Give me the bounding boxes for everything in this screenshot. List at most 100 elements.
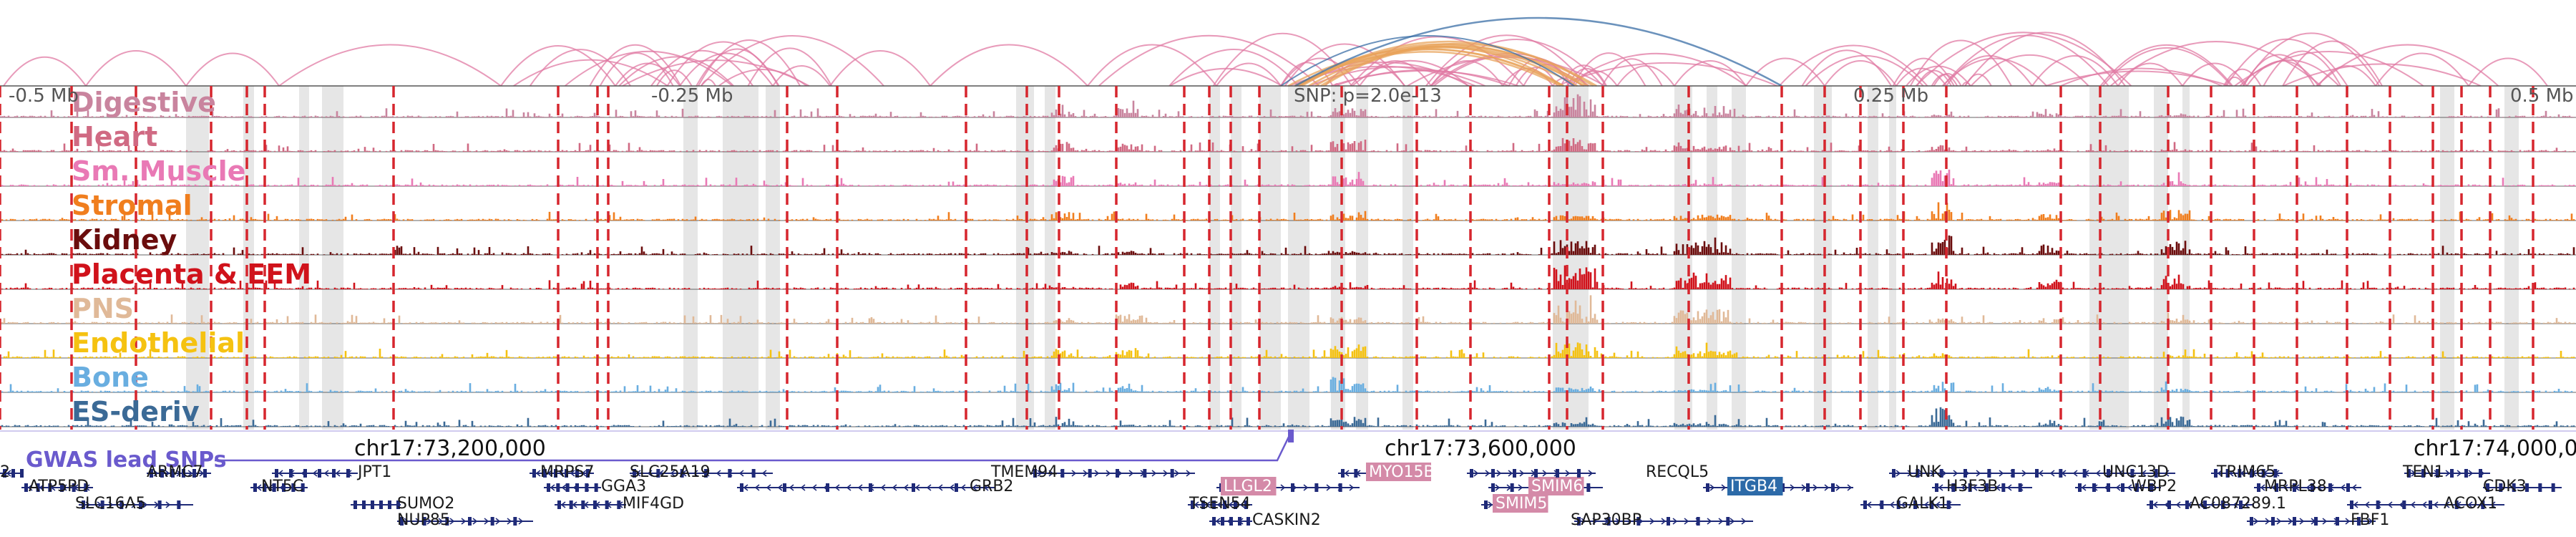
strand-arrows bbox=[550, 484, 590, 491]
gene-exon bbox=[253, 483, 257, 492]
gene-exon bbox=[1246, 517, 1250, 526]
gene-myo15b: MYO15B bbox=[1338, 463, 1435, 481]
shaded-region bbox=[1356, 86, 1368, 430]
gene-exon bbox=[532, 469, 536, 478]
gene-exon bbox=[1510, 483, 1514, 492]
gene-exon bbox=[2150, 500, 2153, 509]
chromatin-loop bbox=[1294, 16, 1782, 87]
gene-exon bbox=[2239, 500, 2243, 509]
gene-exon bbox=[751, 469, 756, 478]
gene-label: SAP30BP bbox=[1571, 511, 1641, 529]
gene-exon bbox=[303, 469, 307, 478]
track-heart bbox=[0, 137, 2576, 153]
gene-exon bbox=[379, 500, 383, 509]
chromatin-loop bbox=[2283, 63, 2482, 87]
gene-label: TRIM65 bbox=[2216, 463, 2275, 481]
gene-unk: UNK bbox=[1889, 463, 2032, 481]
gene-label: ITGB4 bbox=[1730, 478, 1777, 495]
gene-exon bbox=[557, 500, 561, 509]
gene-exon bbox=[740, 483, 743, 492]
chromatin-loop bbox=[564, 50, 733, 87]
gene-exon bbox=[2293, 483, 2296, 492]
chromatin-loop bbox=[1169, 67, 1282, 87]
gene-exon bbox=[2486, 483, 2489, 492]
chromatin-loop bbox=[2234, 51, 2424, 87]
gene-exon bbox=[2350, 500, 2353, 509]
gene-exon bbox=[1513, 469, 1516, 478]
track-endothelial bbox=[0, 342, 2576, 359]
gene-exon bbox=[1314, 483, 1319, 492]
gene-exon bbox=[272, 483, 276, 492]
gene-exon bbox=[1229, 517, 1233, 526]
gene-exon bbox=[60, 483, 64, 492]
shaded-region bbox=[1259, 86, 1281, 430]
chromatin-loop bbox=[1087, 44, 1217, 87]
snp-pointer-line bbox=[215, 430, 1293, 462]
chromatin-loop bbox=[1556, 62, 1778, 87]
gene-exon bbox=[575, 483, 579, 492]
strand-arrows bbox=[2081, 484, 2155, 491]
chromatin-loop bbox=[1943, 34, 2109, 87]
gene-exon bbox=[1987, 469, 1991, 478]
shaded-region bbox=[2100, 86, 2129, 430]
gene-exon bbox=[2311, 483, 2314, 492]
chromatin-loop bbox=[1824, 60, 1897, 87]
chromatin-loop bbox=[599, 52, 674, 87]
gene-exon bbox=[565, 483, 570, 492]
track-kidney bbox=[0, 235, 2576, 256]
gene-exon bbox=[2450, 469, 2454, 478]
gene-exon bbox=[2250, 469, 2253, 478]
gene-label: MIF4GD bbox=[623, 495, 684, 513]
shaded-region bbox=[2440, 86, 2454, 430]
track-digestive bbox=[0, 91, 2576, 118]
chromatin-loop bbox=[1216, 62, 1282, 87]
gene-exon bbox=[3, 469, 6, 478]
chromatin-loop bbox=[1909, 39, 2012, 87]
gene-exon bbox=[362, 500, 366, 509]
gene-exon bbox=[171, 469, 175, 478]
gene-exon bbox=[2059, 469, 2063, 478]
gene-exon bbox=[1534, 469, 1538, 478]
gene-exon bbox=[2538, 483, 2542, 492]
gene-exon bbox=[2271, 517, 2275, 526]
strand-arrows bbox=[1938, 484, 2024, 491]
gene-exon bbox=[593, 500, 597, 509]
gene-exon bbox=[585, 483, 589, 492]
gene-label: ACOX1 bbox=[2444, 495, 2497, 513]
chromatin-loop bbox=[1601, 58, 1663, 87]
gene-exon bbox=[2214, 469, 2218, 478]
shaded-region bbox=[683, 86, 698, 430]
gene-exon bbox=[422, 517, 426, 526]
snp-marker bbox=[1288, 430, 1294, 442]
coordinate-label-74000000: chr17:74,000,000 bbox=[2414, 436, 2576, 461]
shaded-region bbox=[1045, 86, 1055, 430]
chromatin-loop bbox=[1280, 57, 1360, 87]
gene-label: TEN1 bbox=[2402, 463, 2444, 481]
gene-exon bbox=[1951, 483, 1956, 492]
gene-tmem94: TMEM94 bbox=[990, 463, 1195, 481]
gene-exon bbox=[192, 469, 196, 478]
gene-exon bbox=[1892, 469, 1896, 478]
gene-nt5c: NT5C bbox=[250, 478, 308, 495]
gene-label: MRPL38 bbox=[2264, 478, 2327, 495]
gene-label: SUMO2 bbox=[397, 495, 454, 513]
chromatin-loop bbox=[1350, 36, 1525, 87]
gene-exon bbox=[728, 469, 732, 478]
gene-label: SLC16A5 bbox=[75, 495, 146, 513]
gene-acox1: ACOX1 bbox=[2347, 495, 2504, 513]
gene-exon bbox=[1968, 483, 1972, 492]
strand-arrows bbox=[1866, 501, 1952, 508]
gene-exon bbox=[1806, 483, 1810, 492]
chromatin-loop bbox=[2182, 62, 2248, 87]
strand-arrows bbox=[635, 470, 767, 477]
chromatin-loop bbox=[1295, 45, 1579, 87]
chromatin-loop bbox=[2242, 32, 2381, 87]
chromatin-loop bbox=[1745, 57, 1825, 87]
gene-h3f3b: H3F3B bbox=[1932, 478, 2032, 495]
chromatin-loops bbox=[3, 16, 2548, 87]
gene-exon bbox=[100, 500, 104, 509]
gene-exon bbox=[400, 517, 404, 526]
gene-exon bbox=[1963, 469, 1967, 478]
gene-exon bbox=[1636, 517, 1641, 526]
gene-exon bbox=[1088, 469, 1092, 478]
